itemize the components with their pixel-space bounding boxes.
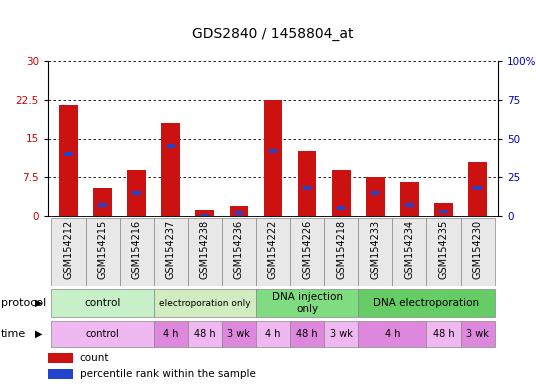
Text: count: count <box>79 353 109 363</box>
Bar <box>297 151 316 216</box>
FancyBboxPatch shape <box>51 289 154 318</box>
Bar <box>64 152 73 156</box>
FancyBboxPatch shape <box>358 289 495 318</box>
Bar <box>264 100 282 216</box>
Text: ▶: ▶ <box>35 329 43 339</box>
Text: 4 h: 4 h <box>163 329 178 339</box>
FancyBboxPatch shape <box>154 218 188 286</box>
FancyBboxPatch shape <box>120 218 154 286</box>
FancyBboxPatch shape <box>324 218 358 286</box>
Text: ▶: ▶ <box>35 298 43 308</box>
Bar <box>405 204 414 207</box>
Bar <box>59 105 78 216</box>
FancyBboxPatch shape <box>51 321 154 348</box>
FancyBboxPatch shape <box>392 218 427 286</box>
Bar <box>235 211 243 215</box>
Text: GSM154215: GSM154215 <box>98 220 108 279</box>
Text: control: control <box>84 298 121 308</box>
FancyBboxPatch shape <box>256 321 290 348</box>
Text: time: time <box>1 329 26 339</box>
FancyBboxPatch shape <box>324 321 358 348</box>
FancyBboxPatch shape <box>154 321 188 348</box>
Text: electroporation only: electroporation only <box>159 298 251 308</box>
Text: 48 h: 48 h <box>296 329 318 339</box>
Text: GDS2840 / 1458804_at: GDS2840 / 1458804_at <box>192 26 354 41</box>
Bar <box>161 123 180 216</box>
FancyBboxPatch shape <box>290 218 324 286</box>
Text: GSM154238: GSM154238 <box>200 220 210 279</box>
FancyBboxPatch shape <box>51 218 86 286</box>
Text: GSM154235: GSM154235 <box>438 220 449 279</box>
FancyBboxPatch shape <box>188 218 222 286</box>
Text: GSM154234: GSM154234 <box>404 220 414 279</box>
Bar <box>371 191 379 195</box>
Bar <box>98 204 107 207</box>
FancyBboxPatch shape <box>460 321 495 348</box>
Bar <box>434 203 453 216</box>
Bar <box>473 186 482 190</box>
FancyBboxPatch shape <box>222 218 256 286</box>
Text: protocol: protocol <box>1 298 46 308</box>
FancyBboxPatch shape <box>460 218 495 286</box>
Text: 48 h: 48 h <box>433 329 455 339</box>
Bar <box>332 169 351 216</box>
Bar <box>200 214 209 218</box>
Bar <box>468 162 487 216</box>
FancyBboxPatch shape <box>154 289 256 318</box>
Text: 4 h: 4 h <box>384 329 400 339</box>
Text: GSM154222: GSM154222 <box>268 220 278 280</box>
Text: control: control <box>86 329 120 339</box>
FancyBboxPatch shape <box>358 218 392 286</box>
Text: GSM154236: GSM154236 <box>234 220 244 279</box>
Bar <box>337 207 345 210</box>
FancyBboxPatch shape <box>358 321 427 348</box>
FancyBboxPatch shape <box>256 289 358 318</box>
Text: GSM154230: GSM154230 <box>473 220 482 279</box>
Text: 3 wk: 3 wk <box>466 329 489 339</box>
Bar <box>48 369 73 379</box>
Text: DNA injection
only: DNA injection only <box>272 292 343 314</box>
Bar <box>269 149 277 153</box>
FancyBboxPatch shape <box>256 218 290 286</box>
Bar <box>93 187 112 216</box>
Text: 4 h: 4 h <box>265 329 281 339</box>
Text: GSM154237: GSM154237 <box>166 220 176 279</box>
FancyBboxPatch shape <box>222 321 256 348</box>
Text: 3 wk: 3 wk <box>227 329 250 339</box>
Text: GSM154216: GSM154216 <box>132 220 142 279</box>
Bar <box>127 169 146 216</box>
Text: 3 wk: 3 wk <box>330 329 353 339</box>
Bar <box>48 353 73 363</box>
Bar <box>439 210 448 213</box>
Text: GSM154218: GSM154218 <box>336 220 346 279</box>
FancyBboxPatch shape <box>427 218 460 286</box>
FancyBboxPatch shape <box>188 321 222 348</box>
Text: 48 h: 48 h <box>194 329 215 339</box>
Text: percentile rank within the sample: percentile rank within the sample <box>79 369 255 379</box>
FancyBboxPatch shape <box>427 321 460 348</box>
FancyBboxPatch shape <box>86 218 120 286</box>
Text: GSM154233: GSM154233 <box>370 220 380 279</box>
Text: GSM154226: GSM154226 <box>302 220 312 279</box>
Bar <box>167 144 175 148</box>
Bar <box>303 186 311 190</box>
Bar <box>366 177 385 216</box>
FancyBboxPatch shape <box>290 321 324 348</box>
Bar <box>229 206 248 216</box>
Bar <box>196 210 214 216</box>
Text: DNA electroporation: DNA electroporation <box>374 298 480 308</box>
Bar <box>132 191 141 195</box>
Bar <box>400 182 419 216</box>
Text: GSM154212: GSM154212 <box>63 220 73 279</box>
